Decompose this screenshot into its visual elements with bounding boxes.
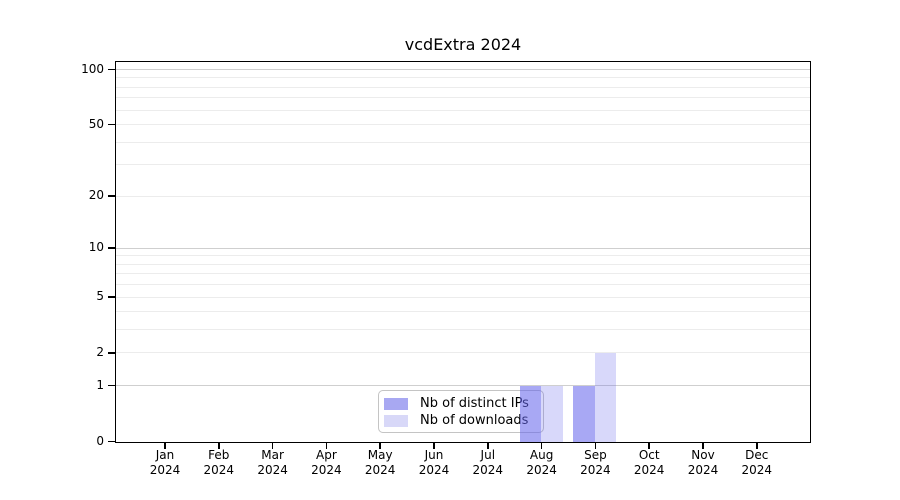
y-axis-tick: [108, 440, 115, 443]
y-tick-label: 100: [81, 61, 104, 76]
gridline-minor: [116, 352, 810, 354]
y-axis-tick: [108, 68, 115, 71]
x-tick-label: Jun 2024: [418, 448, 450, 477]
legend-item-distinct-ips: Nb of distinct IPs: [384, 397, 535, 411]
bar-distinct-ips-sep: [573, 386, 595, 442]
x-tick-label: Sep 2024: [580, 448, 611, 477]
y-axis-tick: [108, 384, 115, 387]
legend-swatch-downloads-icon: [384, 415, 408, 427]
x-axis-tick: [164, 443, 166, 449]
x-axis-tick: [540, 443, 543, 449]
x-tick-label: Oct 2024: [633, 448, 665, 477]
x-axis-tick: [702, 443, 704, 449]
x-tick-label: Mar 2024: [257, 448, 288, 477]
gridline-minor: [116, 311, 810, 313]
plot-area: Nb of distinct IPs Nb of downloads: [115, 61, 811, 443]
legend-label-downloads: Nb of downloads: [420, 413, 529, 428]
gridline-minor: [116, 164, 810, 166]
gridline-major: [116, 385, 810, 387]
gridline-minor: [116, 255, 810, 257]
gridline-minor: [116, 77, 810, 79]
gridline-minor: [116, 86, 810, 88]
x-axis-tick: [487, 443, 489, 449]
x-axis-tick: [325, 443, 328, 449]
y-axis-tick: [108, 247, 115, 249]
x-tick-label: Feb 2024: [203, 448, 235, 477]
gridline-minor: [116, 109, 810, 111]
legend-swatch-distinct-ips-icon: [384, 398, 408, 410]
y-tick-label: 20: [88, 188, 104, 203]
x-tick-label: Aug 2024: [526, 448, 557, 477]
gridline-minor: [116, 296, 810, 298]
x-tick-label: Jan 2024: [149, 448, 181, 477]
gridline-minor: [116, 124, 810, 126]
x-axis-tick: [379, 443, 381, 449]
bar-distinct-ips-aug: [519, 386, 542, 442]
x-tick-label: Jul 2024: [472, 448, 504, 477]
gridline-minor: [116, 141, 810, 143]
legend: Nb of distinct IPs Nb of downloads: [378, 390, 544, 433]
y-tick-label: 5: [96, 289, 104, 304]
x-axis-tick: [218, 443, 220, 449]
chart-title: vcdExtra 2024: [404, 35, 522, 54]
y-tick-label: 2: [96, 344, 104, 359]
gridline-major: [116, 69, 810, 70]
x-axis-tick: [648, 443, 650, 449]
x-axis-tick: [756, 443, 758, 449]
legend-label-distinct-ips: Nb of distinct IPs: [420, 396, 529, 411]
y-axis-tick: [108, 195, 115, 197]
legend-item-downloads: Nb of downloads: [384, 414, 535, 428]
y-axis-tick: [108, 296, 115, 298]
gridline-minor: [116, 97, 810, 99]
x-axis-tick: [594, 443, 597, 449]
y-axis-tick: [108, 352, 115, 354]
bar-downloads-aug: [541, 386, 563, 442]
y-tick-label: 0: [96, 433, 104, 448]
gridline-minor: [116, 195, 810, 197]
x-tick-label: May 2024: [364, 448, 396, 477]
gridline-major: [116, 247, 810, 249]
y-tick-label: 10: [88, 240, 104, 255]
gridline-minor: [116, 329, 810, 331]
x-axis-tick: [271, 443, 274, 449]
bar-downloads-sep: [594, 353, 617, 442]
x-axis-tick: [433, 443, 435, 449]
y-tick-label: 1: [96, 377, 104, 392]
x-tick-label: Dec 2024: [741, 448, 773, 477]
x-tick-label: Nov 2024: [687, 448, 719, 477]
y-tick-label: 50: [88, 116, 104, 131]
y-axis-tick: [108, 123, 115, 126]
gridline-minor: [116, 284, 810, 286]
gridline-minor: [116, 263, 810, 265]
gridline-minor: [116, 273, 810, 275]
x-tick-label: Apr 2024: [311, 448, 342, 477]
